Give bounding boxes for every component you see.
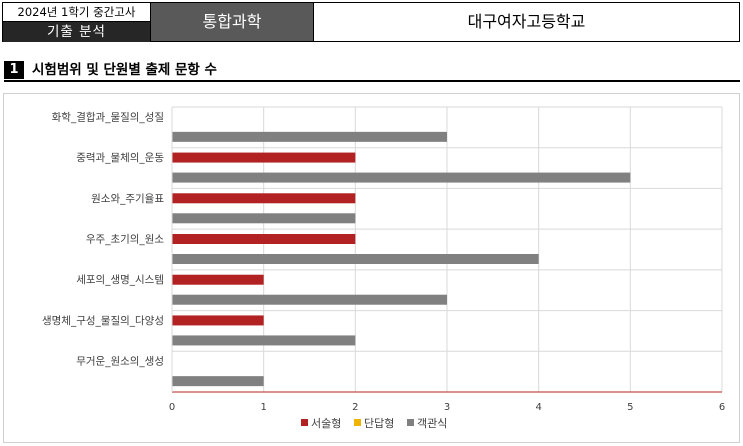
y-category-label: 세포의_생명_시스템	[76, 274, 164, 286]
bar-서술형	[172, 274, 264, 285]
legend-label: 객관식	[417, 417, 447, 430]
section-heading: 1 시험범위 및 단원별 출제 문항 수	[4, 60, 740, 82]
x-tick-label: 6	[719, 402, 725, 413]
x-tick-label: 2	[352, 402, 358, 413]
bar-객관식	[172, 172, 631, 183]
subject-name: 통합과학	[150, 3, 314, 41]
bar-객관식	[172, 213, 356, 224]
bar-객관식	[172, 254, 539, 264]
x-tick-label: 0	[169, 402, 175, 413]
x-tick-label: 1	[260, 402, 266, 413]
bar-객관식	[172, 294, 447, 305]
legend-label: 서술형	[311, 417, 341, 430]
bar-chart: 0 1 2 3 4 5 6 화학_결합과_물질의_성질중력과_물체의_운동원소와_주기율표우주…	[42, 106, 725, 430]
y-category-label: 화학_결합과_물질의_성질	[52, 111, 164, 123]
bar-서술형	[172, 315, 264, 326]
x-tick-label: 5	[627, 402, 633, 413]
section-number: 1	[4, 61, 24, 79]
x-tick-label: 4	[535, 402, 541, 413]
section-title: 시험범위 및 단원별 출제 문항 수	[32, 62, 217, 78]
y-category-label: 원소와_주기율표	[91, 193, 164, 205]
y-category-label: 중력과_물체의_운동	[76, 152, 164, 164]
y-category-label: 무거운_원소의_생성	[76, 356, 164, 368]
y-category-label: 생명체_구성_물질의_다양성	[42, 315, 164, 327]
x-tick-label: 3	[444, 402, 450, 413]
legend-swatch	[301, 419, 308, 426]
bar-서술형	[172, 193, 356, 204]
bar-서술형	[172, 234, 356, 244]
bar-객관식	[172, 376, 264, 387]
y-category-label: 우주_초기의_원소	[86, 234, 164, 246]
school-name: 대구여자고등학교	[467, 12, 586, 31]
exam-type: 기출 분석	[3, 22, 150, 42]
bar-객관식	[172, 131, 447, 142]
bar-서술형	[172, 152, 356, 163]
exam-header: 2024년 1학기 중간고사 기출 분석 통합과학 대구여자고등학교	[2, 2, 740, 42]
legend-swatch	[354, 419, 361, 426]
exam-term: 2024년 1학기 중간고사	[3, 3, 150, 22]
legend-label: 단답형	[364, 417, 394, 430]
bar-객관식	[172, 335, 356, 346]
legend-swatch	[407, 419, 414, 426]
